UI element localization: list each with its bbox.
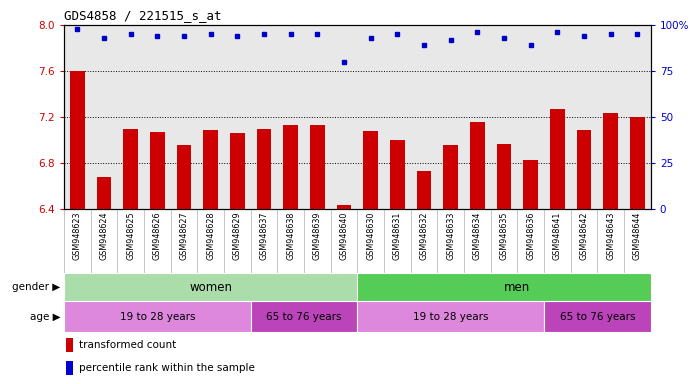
Bar (630, 117, 644, 209)
Text: GSM948638: GSM948638 (286, 211, 295, 260)
Text: 19 to 28 years: 19 to 28 years (120, 312, 195, 322)
Bar (123, 129, 138, 209)
Bar (64, 273, 358, 301)
Bar (283, 125, 298, 209)
Bar (577, 130, 592, 209)
Bar (443, 145, 458, 209)
Bar (497, 144, 512, 209)
Text: GSM948626: GSM948626 (153, 211, 162, 260)
Bar (417, 171, 432, 209)
Bar (150, 132, 165, 209)
Text: transformed count: transformed count (79, 340, 176, 350)
Text: women: women (189, 281, 232, 293)
Bar (470, 122, 484, 209)
Bar (203, 130, 218, 209)
Bar (97, 177, 111, 209)
Text: GSM948632: GSM948632 (420, 211, 429, 260)
Text: GSM948631: GSM948631 (393, 211, 402, 260)
Bar (544, 301, 651, 332)
Bar (230, 133, 245, 209)
Text: GSM948640: GSM948640 (340, 211, 349, 260)
Text: GDS4858 / 221515_s_at: GDS4858 / 221515_s_at (64, 9, 221, 22)
Bar (257, 129, 271, 209)
Text: GSM948630: GSM948630 (366, 211, 375, 260)
Text: GSM948634: GSM948634 (473, 211, 482, 260)
Text: GSM948637: GSM948637 (260, 211, 269, 260)
Text: GSM948639: GSM948639 (313, 211, 322, 260)
Bar (65, 338, 74, 353)
Bar (523, 160, 538, 209)
Text: GSM948635: GSM948635 (500, 211, 509, 260)
Bar (70, 71, 85, 209)
Text: GSM948623: GSM948623 (73, 211, 82, 260)
Text: GSM948633: GSM948633 (446, 211, 455, 260)
Bar (64, 301, 251, 332)
Bar (65, 361, 74, 376)
Text: GSM948644: GSM948644 (633, 211, 642, 260)
Bar (358, 273, 651, 301)
Text: GSM948624: GSM948624 (100, 211, 109, 260)
Text: GSM948628: GSM948628 (206, 211, 215, 260)
Text: GSM948641: GSM948641 (553, 211, 562, 260)
Text: gender ▶: gender ▶ (13, 282, 61, 292)
Bar (550, 109, 564, 209)
Text: GSM948627: GSM948627 (180, 211, 189, 260)
Bar (310, 125, 325, 209)
Bar (603, 113, 618, 209)
Text: GSM948636: GSM948636 (526, 211, 535, 260)
Text: 19 to 28 years: 19 to 28 years (413, 312, 489, 322)
Text: age ▶: age ▶ (30, 312, 61, 322)
Text: GSM948643: GSM948643 (606, 211, 615, 260)
Text: GSM948629: GSM948629 (233, 211, 242, 260)
Text: 65 to 76 years: 65 to 76 years (267, 312, 342, 322)
Bar (251, 301, 358, 332)
Text: GSM948625: GSM948625 (126, 211, 135, 260)
Text: men: men (505, 281, 530, 293)
Text: 65 to 76 years: 65 to 76 years (560, 312, 635, 322)
Bar (358, 301, 544, 332)
Text: percentile rank within the sample: percentile rank within the sample (79, 363, 255, 373)
Bar (177, 145, 191, 209)
Bar (337, 205, 351, 209)
Bar (390, 140, 405, 209)
Text: GSM948642: GSM948642 (580, 211, 589, 260)
Bar (363, 131, 378, 209)
